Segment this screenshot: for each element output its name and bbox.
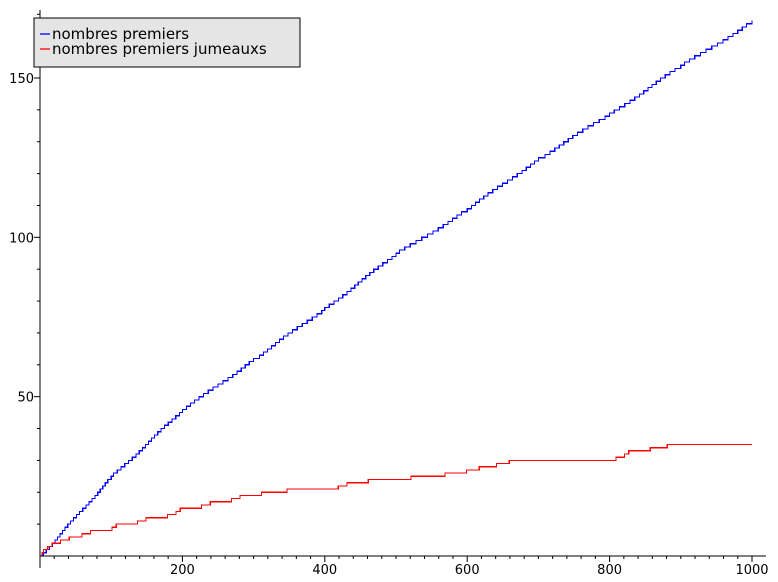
legend-box [33, 17, 301, 68]
x-tick-label: 600 [455, 563, 480, 578]
series-layer [40, 20, 753, 557]
axes-layer: 200 400 600 800 1000 50 100 150 [9, 10, 769, 578]
x-tick-label: 200 [170, 563, 195, 578]
x-tick-label: 1000 [735, 563, 768, 578]
y-tick-label: 100 [9, 231, 34, 246]
y-tick-label: 50 [17, 391, 34, 406]
series-line-1 [40, 20, 753, 557]
series-line-2 [40, 443, 752, 557]
y-tick-label: 150 [9, 72, 34, 87]
legend-label: nombres premiers jumeauxs [52, 40, 267, 58]
legend-label: nombres premiers [52, 25, 189, 43]
x-tick-label: 400 [312, 563, 337, 578]
x-tick-label: 800 [597, 563, 622, 578]
